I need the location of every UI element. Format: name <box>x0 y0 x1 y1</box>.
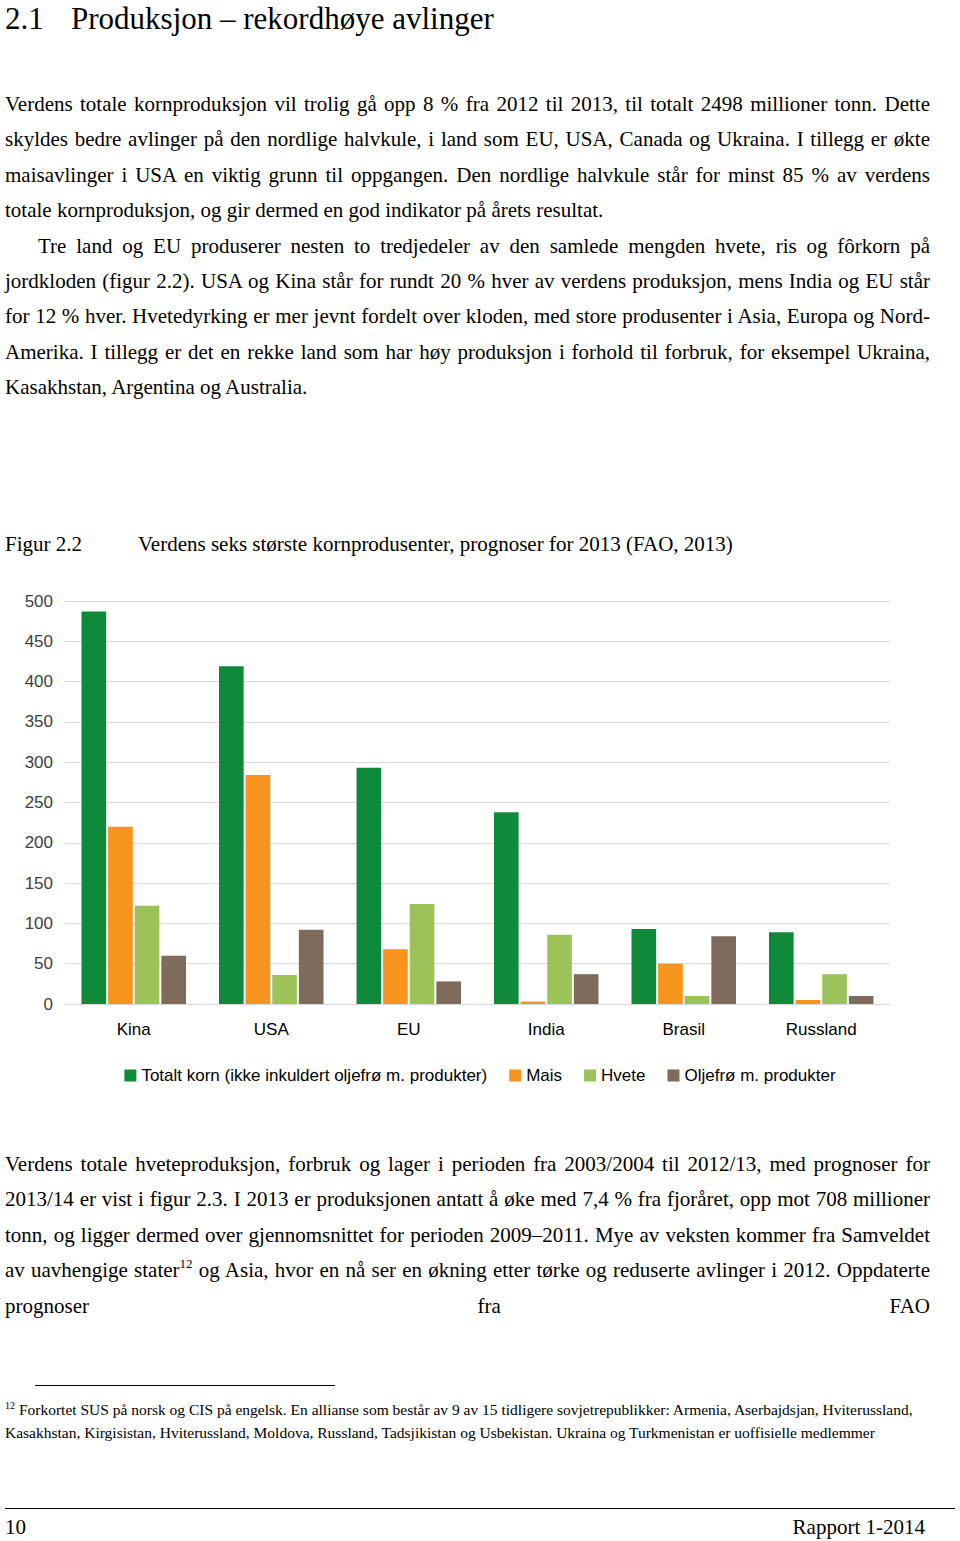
html-text:Verdens totale hveteproduksjon: Verdens totale hveteproduksjon, forbruk … <box>5 1152 930 1318</box>
html-text:12Forkortet SUS på norsk og CI: 12Forkortet SUS på norsk og CIS på engel… <box>5 1400 913 1441</box>
svg-text:Brasil: Brasil <box>662 1020 705 1039</box>
svg-text:Totalt korn (ikke inkuldert ol: Totalt korn (ikke inkuldert oljefrø m. p… <box>141 1066 487 1085</box>
svg-text:300: 300 <box>25 753 53 772</box>
svg-text:150: 150 <box>25 874 53 893</box>
svg-text:400: 400 <box>25 672 53 691</box>
html-text:Verdens totale kornproduksjon: Verdens totale kornproduksjon vil trolig… <box>5 92 930 223</box>
html-text:Figur 2.2: Figur 2.2 <box>5 532 82 556</box>
html-text:Tre land og EU produserer nest: Tre land og EU produserer nesten to tred… <box>5 233 930 400</box>
html-text:Produksjon – rekordhøye avling: Produksjon – rekordhøye avlinger <box>71 1 494 36</box>
svg-text:350: 350 <box>25 712 53 731</box>
html-text:Verdens seks største kornprodu: Verdens seks største kornprodusenter, pr… <box>138 532 733 556</box>
svg-text:100: 100 <box>25 914 53 933</box>
svg-text:200: 200 <box>25 833 53 852</box>
svg-text:EU: EU <box>397 1020 421 1039</box>
svg-text:250: 250 <box>25 793 53 812</box>
svg-text:500: 500 <box>25 592 53 611</box>
svg-text:Kina: Kina <box>117 1020 152 1039</box>
svg-text:0: 0 <box>44 995 53 1014</box>
svg-text:50: 50 <box>34 954 53 973</box>
svg-text:450: 450 <box>25 632 53 651</box>
html-text:2.1: 2.1 <box>5 1 44 36</box>
svg-text:Oljefrø m. produkter: Oljefrø m. produkter <box>684 1066 835 1085</box>
svg-text:India: India <box>528 1020 565 1039</box>
svg-text:USA: USA <box>254 1020 290 1039</box>
svg-text:Hvete: Hvete <box>601 1066 645 1085</box>
svg-text:Russland: Russland <box>786 1020 857 1039</box>
html-text:Rapport 1-2014: Rapport 1-2014 <box>792 1515 925 1539</box>
html-text:10: 10 <box>5 1515 26 1539</box>
svg-text:Mais: Mais <box>526 1066 562 1085</box>
